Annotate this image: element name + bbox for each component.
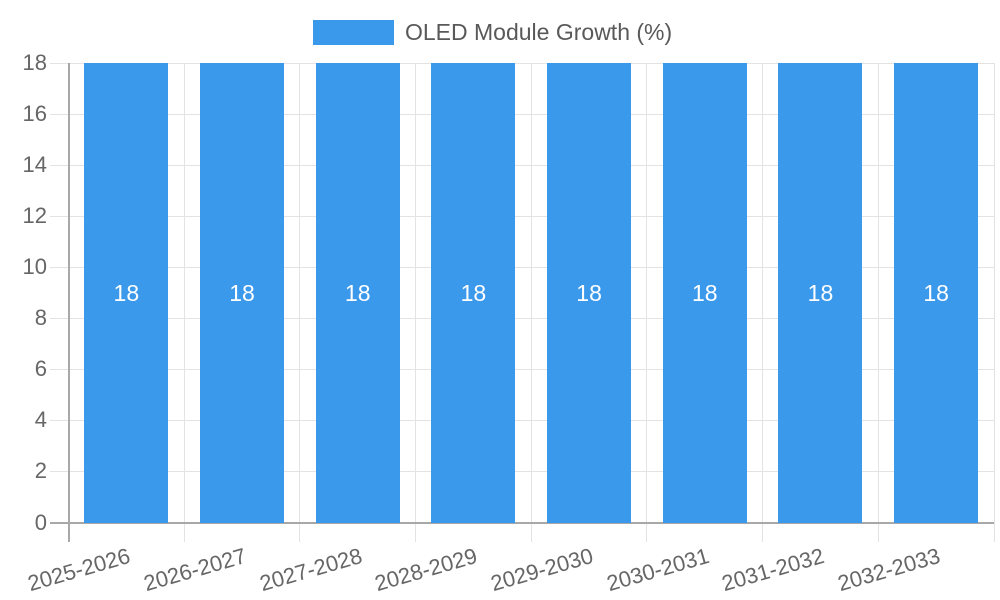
y-gridline [50,470,994,472]
y-tick-label: 16 [22,101,47,127]
bar-value-label: 18 [691,279,718,306]
y-tick-label: 12 [22,203,47,229]
x-gridline [415,63,417,542]
y-gridline [50,164,994,166]
x-gridline [183,63,185,542]
y-tick-label: 6 [34,356,47,382]
bar-value-label: 18 [807,279,834,306]
x-gridline [877,63,879,542]
bar [84,63,169,523]
x-gridline [993,63,995,542]
x-gridline [530,63,532,542]
y-gridline [50,62,994,64]
bar [894,63,979,523]
x-gridline [762,63,764,542]
y-axis-line [67,63,70,542]
x-gridline [299,63,301,542]
bar-value-label: 18 [344,279,371,306]
bar [547,63,632,523]
x-axis-line [50,521,994,524]
bar [778,63,863,523]
y-gridline [50,317,994,319]
y-gridline [50,419,994,421]
bar-value-label: 18 [113,279,140,306]
bar-value-label: 18 [229,279,255,306]
y-tick-label: 2 [34,458,47,484]
bar-value-label: 18 [460,279,487,306]
y-tick-label: 10 [22,254,47,280]
y-tick-label: 0 [34,509,47,535]
y-gridline [50,215,994,217]
bar [431,63,516,523]
bar [315,63,400,523]
bar-value-label: 18 [923,279,949,306]
y-tick-label: 18 [22,50,47,75]
bar [200,63,285,523]
y-gridline [50,113,994,115]
y-tick-label: 4 [34,407,47,433]
y-gridline [50,266,994,268]
legend-label: OLED Module Growth (%) [405,19,673,45]
x-gridline [646,63,648,542]
y-tick-label: 14 [22,152,47,178]
legend-swatch [313,20,394,45]
y-gridline [50,368,994,370]
bar-value-label: 18 [576,279,602,306]
legend-item[interactable]: OLED Module Growth (%) [313,19,672,46]
y-tick-label: 8 [34,305,47,331]
bar [662,63,747,523]
